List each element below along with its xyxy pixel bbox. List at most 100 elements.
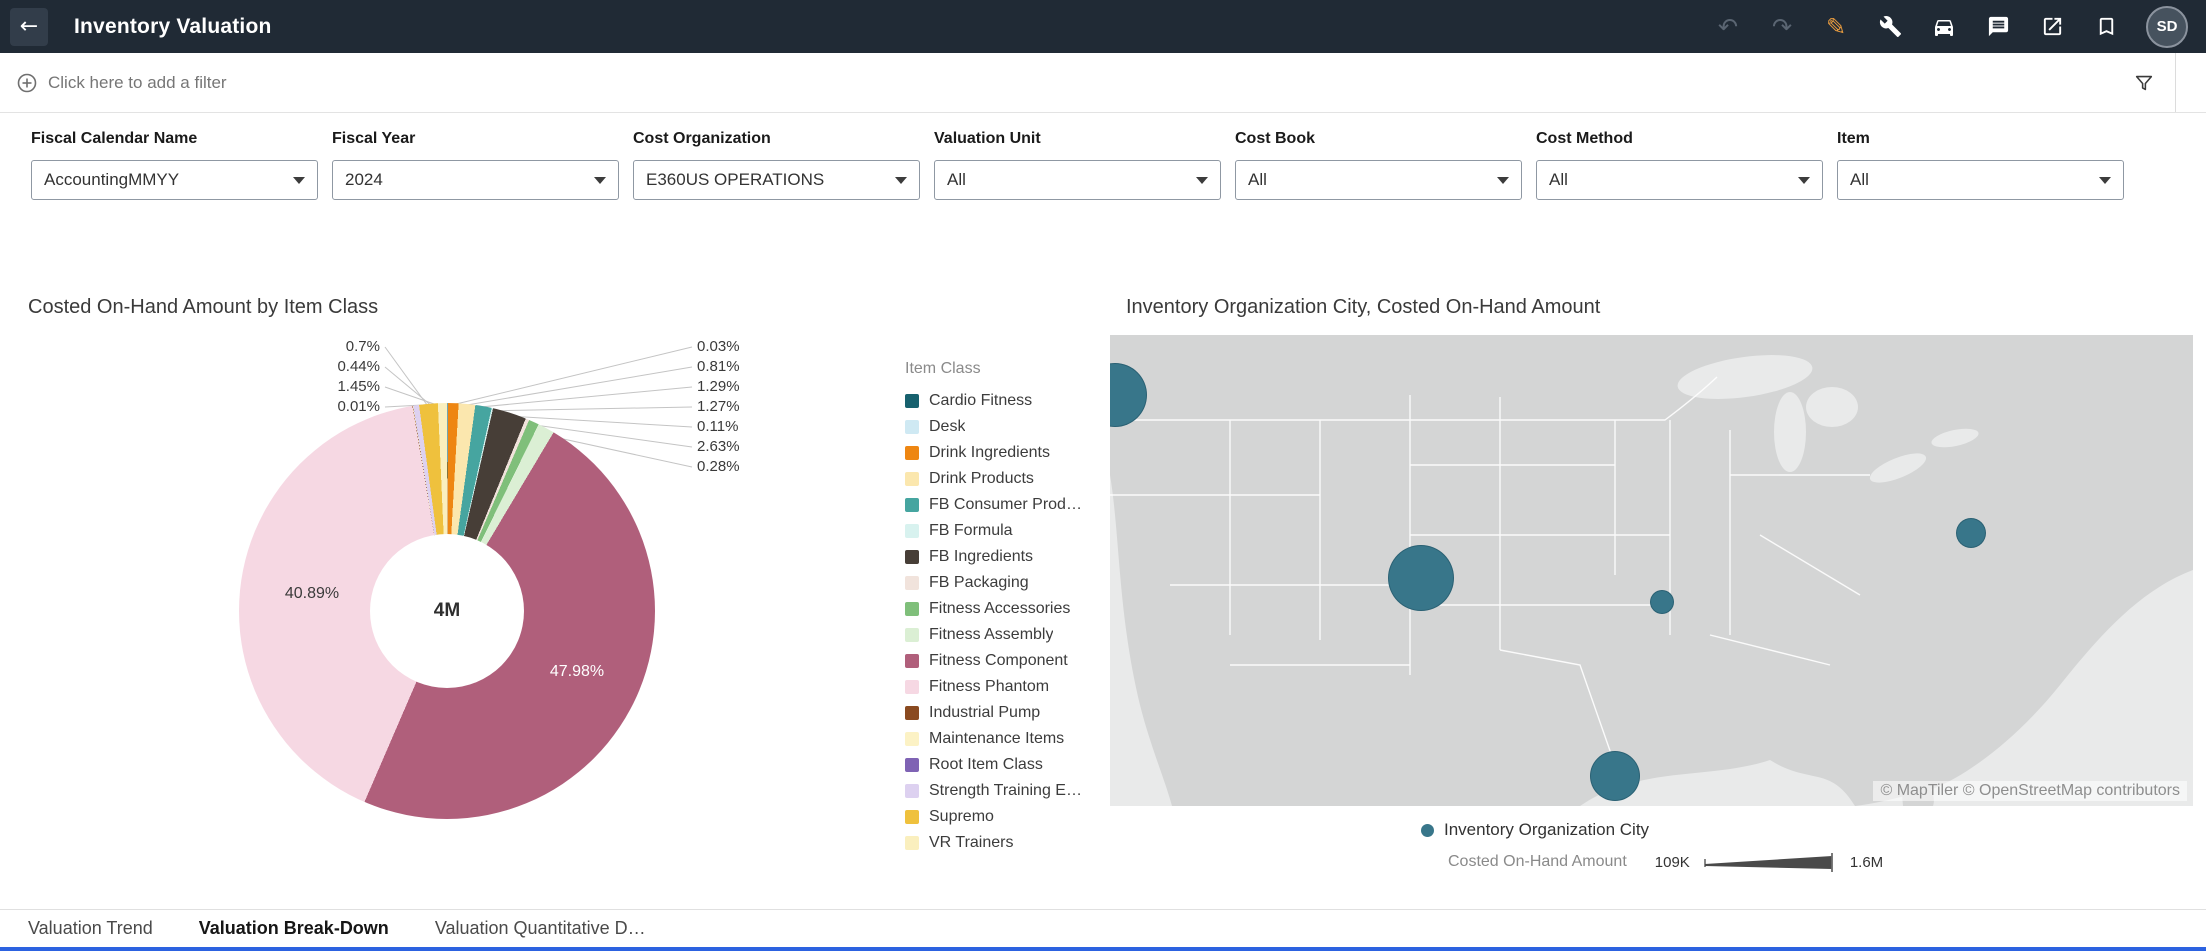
legend-item[interactable]: Fitness Component bbox=[905, 648, 1095, 674]
fiscal-calendar-name-select[interactable]: AccountingMMYY bbox=[31, 160, 318, 200]
bookmark-button[interactable] bbox=[2092, 13, 2120, 41]
legend-label: Desk bbox=[929, 418, 966, 435]
tab-valuation-quantitative[interactable]: Valuation Quantitative D… bbox=[434, 918, 646, 938]
cost-book-select[interactable]: All bbox=[1235, 160, 1522, 200]
redo-button[interactable]: ↷ bbox=[1768, 13, 1796, 41]
point-color-swatch bbox=[1421, 823, 1434, 837]
callout-label: 0.28% bbox=[697, 458, 740, 475]
legend-item[interactable]: Fitness Phantom bbox=[905, 674, 1095, 700]
filter-item: Item All bbox=[1837, 130, 2124, 200]
map-bubble[interactable] bbox=[1650, 589, 1675, 614]
edit-pencil-icon: ✎ bbox=[1825, 12, 1847, 41]
filter-label: Cost Book bbox=[1235, 130, 1315, 147]
avatar-initials: SD bbox=[2156, 18, 2178, 35]
legend-item[interactable]: FB Packaging bbox=[905, 570, 1095, 596]
map-bubble[interactable] bbox=[1589, 750, 1640, 801]
chevron-down-icon bbox=[2099, 176, 2111, 184]
fiscal-year-select[interactable]: 2024 bbox=[332, 160, 619, 200]
legend-label: VR Trainers bbox=[929, 834, 1014, 851]
legend-label: Drink Ingredients bbox=[929, 444, 1050, 461]
avatar[interactable]: SD bbox=[2146, 5, 2188, 48]
add-filter-button[interactable]: Click here to add a filter bbox=[16, 72, 227, 94]
legend-item[interactable]: Industrial Pump bbox=[905, 700, 1095, 726]
legend-item[interactable]: Strength Training E… bbox=[905, 778, 1095, 804]
page-title: Inventory Valuation bbox=[74, 14, 272, 38]
toolbar: ↶ ↷ ✎ bbox=[1714, 5, 2206, 48]
select-value: All bbox=[1850, 170, 1869, 189]
legend-swatch bbox=[905, 446, 919, 460]
legend-swatch bbox=[905, 732, 919, 746]
legend-item[interactable]: Fitness Accessories bbox=[905, 596, 1095, 622]
legend-label: Fitness Phantom bbox=[929, 678, 1050, 695]
filter-cost-method: Cost Method All bbox=[1536, 130, 1823, 200]
tools-button[interactable] bbox=[1876, 13, 1904, 41]
legend-label: Strength Training E… bbox=[929, 782, 1082, 799]
export-button[interactable] bbox=[2038, 13, 2066, 41]
pie-legend-title: Item Class bbox=[905, 360, 981, 377]
chevron-down-icon bbox=[1798, 176, 1810, 184]
legend-item[interactable]: Maintenance Items bbox=[905, 726, 1095, 752]
legend-item[interactable]: Supremo bbox=[905, 804, 1095, 830]
map-canvas[interactable]: © MapTiler © OpenStreetMap contributors bbox=[1110, 335, 2193, 806]
valuation-unit-select[interactable]: All bbox=[934, 160, 1221, 200]
legend-item[interactable]: Root Item Class bbox=[905, 752, 1095, 778]
redo-icon: ↷ bbox=[1771, 12, 1793, 41]
callout-label: 1.27% bbox=[697, 398, 740, 415]
tab-valuation-trend[interactable]: Valuation Trend bbox=[28, 918, 153, 938]
legend-item[interactable]: Drink Ingredients bbox=[905, 440, 1095, 466]
filter-options-button[interactable] bbox=[2127, 66, 2161, 100]
back-arrow-icon: ← bbox=[19, 13, 39, 39]
legend-item[interactable]: FB Consumer Prod… bbox=[905, 492, 1095, 518]
legend-swatch bbox=[905, 706, 919, 720]
legend-swatch bbox=[905, 810, 919, 824]
legend-item[interactable]: Desk bbox=[905, 414, 1095, 440]
cost-organization-select[interactable]: E360US OPERATIONS bbox=[633, 160, 920, 200]
legend-swatch bbox=[905, 394, 919, 408]
filter-fiscal-calendar-name: Fiscal Calendar Name AccountingMMYY bbox=[31, 130, 318, 200]
filter-label: Valuation Unit bbox=[934, 130, 1041, 147]
filter-label: Fiscal Calendar Name bbox=[31, 130, 198, 147]
map-bubble[interactable] bbox=[1110, 362, 1148, 427]
open-in-new-icon bbox=[2043, 17, 2061, 36]
add-filter-plus-icon bbox=[17, 73, 37, 92]
chevron-down-icon bbox=[293, 176, 305, 184]
size-ramp-icon bbox=[1704, 853, 1833, 872]
map-bubble[interactable] bbox=[1955, 517, 1986, 548]
map-bubble[interactable] bbox=[1387, 544, 1454, 611]
comments-button[interactable] bbox=[1984, 13, 2012, 41]
donut-center: 4M bbox=[370, 534, 524, 688]
legend-label: FB Consumer Prod… bbox=[929, 496, 1082, 513]
legend-item[interactable]: Drink Products bbox=[905, 466, 1095, 492]
legend-item[interactable]: FB Formula bbox=[905, 518, 1095, 544]
legend-item[interactable]: VR Trainers bbox=[905, 830, 1095, 856]
slice-label-fitness-component: 47.98% bbox=[549, 663, 605, 680]
filter-fiscal-year: Fiscal Year 2024 bbox=[332, 130, 619, 200]
tab-valuation-break-down[interactable]: Valuation Break-Down bbox=[198, 918, 389, 938]
edit-button[interactable]: ✎ bbox=[1822, 13, 1850, 41]
cost-method-select[interactable]: All bbox=[1536, 160, 1823, 200]
size-legend-label: Costed On-Hand Amount bbox=[1448, 853, 1627, 870]
legend-item[interactable]: FB Ingredients bbox=[905, 544, 1095, 570]
map-legend-size: Costed On-Hand Amount 109K 1.6M bbox=[1448, 851, 1883, 873]
chevron-down-icon bbox=[594, 176, 606, 184]
item-select[interactable]: All bbox=[1837, 160, 2124, 200]
legend-label: FB Packaging bbox=[929, 574, 1029, 591]
pie-chart-title: Costed On-Hand Amount by Item Class bbox=[28, 296, 379, 318]
legend-item[interactable]: Fitness Assembly bbox=[905, 622, 1095, 648]
donut-total-label: 4M bbox=[433, 600, 461, 621]
filter-valuation-unit: Valuation Unit All bbox=[934, 130, 1221, 200]
auto-insights-button[interactable] bbox=[1930, 13, 1958, 41]
map-point-label: Inventory Organization City bbox=[1444, 820, 1650, 839]
undo-button[interactable]: ↶ bbox=[1714, 13, 1742, 41]
legend-swatch bbox=[905, 420, 919, 434]
back-button[interactable]: ← bbox=[10, 7, 48, 46]
canvas-tabs: Valuation Trend Valuation Break-Down Val… bbox=[0, 909, 2206, 947]
legend-label: Maintenance Items bbox=[929, 730, 1065, 747]
legend-label: Cardio Fitness bbox=[929, 392, 1033, 409]
filter-label: Cost Organization bbox=[633, 130, 771, 147]
funnel-icon bbox=[2135, 75, 2153, 90]
legend-swatch bbox=[905, 602, 919, 616]
legend-item[interactable]: Cardio Fitness bbox=[905, 388, 1095, 414]
filter-cost-organization: Cost Organization E360US OPERATIONS bbox=[633, 130, 920, 200]
